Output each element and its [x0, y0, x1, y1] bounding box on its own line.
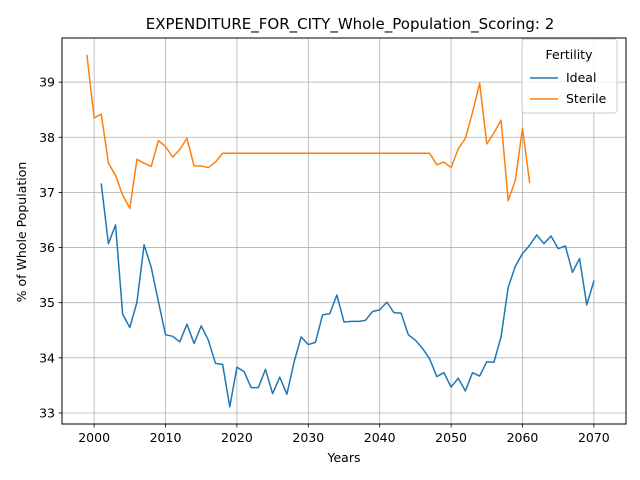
x-tick-label: 2010 [150, 430, 182, 445]
legend-label-sterile: Sterile [566, 91, 607, 106]
x-tick-label: 2040 [364, 430, 396, 445]
legend-label-ideal: Ideal [566, 70, 596, 85]
x-tick-label: 2030 [292, 430, 324, 445]
legend-title: Fertility [546, 47, 594, 62]
legend: Fertility Ideal Sterile [521, 38, 618, 114]
y-tick-label: 38 [39, 130, 55, 145]
x-tick-label: 2020 [221, 430, 253, 445]
y-tick-label: 33 [39, 405, 55, 420]
y-tick-label: 34 [39, 350, 55, 365]
series-line-ideal [100, 183, 595, 408]
legend-box [521, 38, 618, 114]
plot-frame [61, 37, 627, 425]
x-tick-label: 2060 [507, 430, 539, 445]
x-tick-label: 2000 [78, 430, 110, 445]
tick-layer: 2000 2010 2020 2030 2040 2050 2060 2070 33 34 35 36… [39, 75, 610, 445]
y-tick-label: 39 [39, 75, 55, 90]
chart-title: EXPENDITURE_FOR_CITY_Whole_Population_Sc… [146, 15, 555, 34]
y-tick-label: 37 [39, 185, 55, 200]
y-tick-label: 36 [39, 240, 55, 255]
x-tick-label: 2070 [578, 430, 610, 445]
y-tick-label: 35 [39, 295, 55, 310]
x-axis-label: Years [327, 450, 361, 465]
x-tick-label: 2050 [435, 430, 467, 445]
series-layer [86, 54, 595, 408]
series-line-sterile [86, 54, 531, 210]
y-axis-label: % of Whole Population [14, 162, 29, 303]
